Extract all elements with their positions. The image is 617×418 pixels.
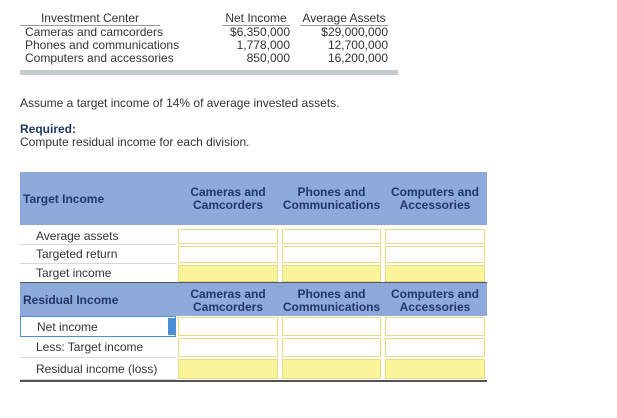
- top-table-rule: [20, 70, 398, 75]
- column-header-line: Camcorders: [192, 300, 264, 314]
- column-header-line: Communications: [282, 198, 381, 212]
- column-header-line: Accessories: [399, 198, 471, 212]
- input-cell[interactable]: [385, 246, 485, 263]
- input-cell[interactable]: [178, 317, 278, 336]
- section-header: [20, 172, 487, 225]
- required-label: Required:: [20, 122, 77, 136]
- input-cell[interactable]: [385, 265, 485, 282]
- input-cell[interactable]: [282, 229, 381, 244]
- input-cell[interactable]: [282, 265, 381, 282]
- column-header: Cameras and Camcorders: [176, 186, 280, 212]
- column-header-line: Accessories: [399, 300, 471, 314]
- top-cell: $6,350,000: [229, 25, 290, 39]
- top-cell: Computers and accessories: [25, 51, 174, 65]
- input-cell[interactable]: [178, 265, 278, 282]
- column-header-line: Cameras and: [190, 185, 266, 199]
- top-cell: $29,000,000: [321, 25, 388, 39]
- input-cell[interactable]: [282, 359, 381, 379]
- row-label: Target income: [20, 264, 176, 283]
- input-cell[interactable]: [385, 338, 485, 357]
- top-cell: Phones and communications: [25, 38, 180, 52]
- column-header-line: Communications: [282, 300, 381, 314]
- input-cell[interactable]: [282, 317, 381, 336]
- row-label: Net income: [20, 316, 176, 337]
- input-cell[interactable]: [282, 338, 381, 357]
- top-cell: 12,700,000: [327, 38, 388, 52]
- input-cell[interactable]: [178, 338, 278, 357]
- input-cell[interactable]: [178, 359, 278, 379]
- row-rule: [20, 282, 487, 283]
- row-label: Less: Target income: [20, 337, 176, 358]
- row-label: Residual income (loss): [20, 358, 176, 380]
- top-header: Average Assets: [300, 12, 388, 26]
- column-header: Phones and Communications: [280, 186, 383, 212]
- column-header: Computers and Accessories: [383, 288, 487, 314]
- top-cell: Cameras and camcorders: [25, 25, 164, 39]
- column-header: Phones and Communications: [280, 288, 383, 314]
- top-cell: 1,778,000: [236, 38, 290, 52]
- assumption: Assume a target income of 14% of average…: [20, 96, 340, 110]
- column-header-line: Phones and: [297, 185, 366, 199]
- row-label: Targeted return: [20, 245, 176, 264]
- input-cell[interactable]: [178, 229, 278, 244]
- input-cell[interactable]: [385, 229, 485, 244]
- column-header: Cameras and Camcorders: [176, 288, 280, 314]
- section-header: [20, 283, 487, 316]
- required-text: Compute residual income for each divisio…: [20, 135, 250, 149]
- top-cell: 850,000: [246, 51, 290, 65]
- input-cell[interactable]: [385, 317, 485, 336]
- section-title: Residual Income: [23, 292, 119, 307]
- top-header: Investment Center: [20, 12, 160, 26]
- column-header-line: Camcorders: [192, 198, 264, 212]
- column-header-line: Computers and: [390, 185, 479, 199]
- column-header-line: Phones and: [297, 287, 366, 301]
- section-title: Target Income: [23, 191, 105, 206]
- top-table-bg: [20, 10, 398, 68]
- row-label: Average assets: [20, 228, 176, 245]
- top-cell: 16,200,000: [327, 51, 388, 65]
- table-bottom-rule: [20, 380, 487, 382]
- column-header-line: Cameras and: [190, 287, 266, 301]
- column-header-line: Computers and: [390, 287, 479, 301]
- top-header: Net Income: [222, 12, 290, 26]
- input-cell[interactable]: [178, 246, 278, 263]
- column-header: Computers and Accessories: [383, 186, 487, 212]
- input-cell[interactable]: [385, 359, 485, 379]
- dropdown-button[interactable]: [168, 318, 176, 335]
- input-cell[interactable]: [282, 246, 381, 263]
